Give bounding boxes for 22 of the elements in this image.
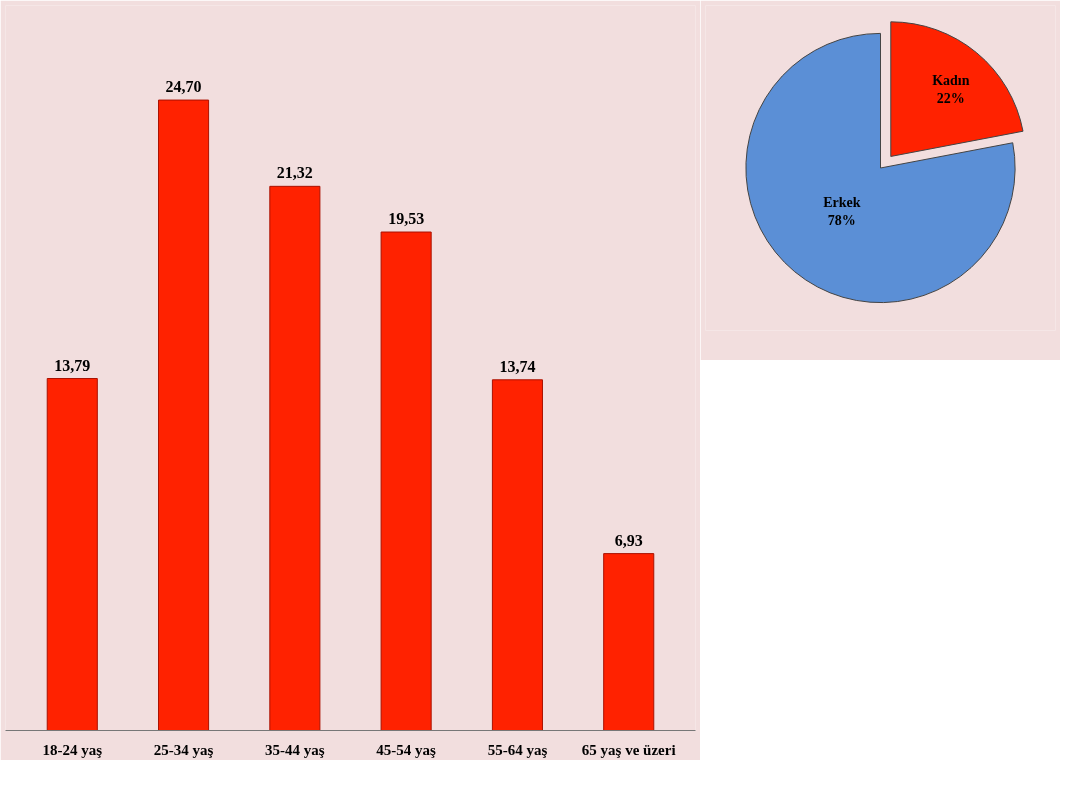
data-label: 6,93 <box>614 531 643 549</box>
data-label: 13,74 <box>499 357 536 375</box>
x-tick-label: 25-34 yaş <box>153 741 214 758</box>
bar <box>603 553 655 731</box>
slice-label: Erkek <box>823 194 861 210</box>
x-tick-label: 55-64 yaş <box>487 741 548 758</box>
data-label: 13,79 <box>54 356 91 374</box>
x-tick-label: 18-24 yaş <box>42 741 103 758</box>
data-label: 78% <box>827 212 856 228</box>
bar <box>491 379 543 731</box>
data-label: 24,70 <box>165 78 202 96</box>
bar <box>269 185 321 731</box>
bar <box>158 99 210 731</box>
x-tick-label: 45-54 yaş <box>376 741 437 758</box>
bar <box>46 378 98 731</box>
x-tick-label: 65 yaş ve üzeri <box>581 741 676 758</box>
bar <box>380 231 432 731</box>
x-tick-label: 35-44 yaş <box>265 741 325 758</box>
slice-label: Kadın <box>932 72 970 88</box>
data-label: 19,53 <box>388 210 425 228</box>
data-label: 22% <box>936 90 965 106</box>
data-label: 21,32 <box>276 164 313 182</box>
